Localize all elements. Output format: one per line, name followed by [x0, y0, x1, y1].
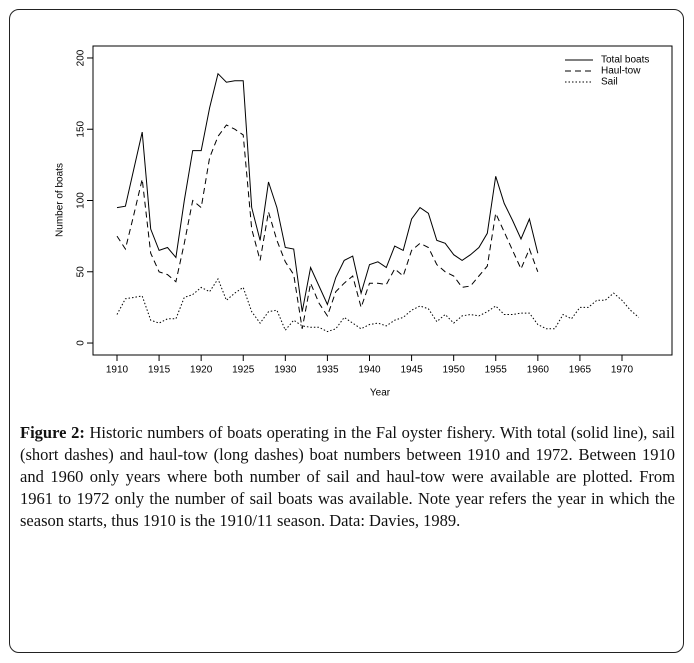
- y-tick-label: 50: [76, 266, 87, 278]
- x-tick-label: 1925: [232, 365, 255, 376]
- x-tick-label: 1960: [527, 365, 550, 376]
- x-tick-label: 1915: [148, 365, 171, 376]
- y-axis-label: Number of boats: [55, 163, 66, 237]
- chart: Year Number of boats 1910 1915 1920 1925 193…: [55, 45, 673, 399]
- y-tick-label: 100: [76, 192, 87, 209]
- x-tick-label: 1965: [569, 365, 592, 376]
- legend-label: Haul-tow: [601, 66, 641, 77]
- x-tick-label: 1935: [316, 365, 339, 376]
- x-tick-label: 1970: [611, 365, 634, 376]
- x-tick-label: 1940: [358, 365, 381, 376]
- y-tick-label: 200: [76, 49, 87, 66]
- caption-label: Figure 2:: [20, 423, 85, 442]
- caption: Figure 2: Historic numbers of boats oper…: [20, 422, 675, 532]
- y-tick-label: 150: [76, 120, 87, 137]
- x-tick-label: 1950: [443, 365, 466, 376]
- y-tick-label: 0: [76, 340, 87, 346]
- caption-text: Historic numbers of boats operating in t…: [20, 423, 676, 530]
- series-line: [116, 72, 539, 312]
- x-tick-label: 1945: [400, 365, 423, 376]
- series-line: [116, 277, 640, 333]
- x-tick-label: 1910: [106, 365, 129, 376]
- x-tick-label: 1920: [190, 365, 213, 376]
- series-line: [116, 124, 539, 329]
- x-tick-label: 1930: [274, 365, 297, 376]
- x-tick-label: 1955: [485, 365, 508, 376]
- figure-frame: [9, 9, 684, 653]
- legend-label: Total boats: [601, 55, 649, 66]
- legend-label: Sail: [601, 77, 618, 88]
- x-axis-label: Year: [370, 388, 391, 399]
